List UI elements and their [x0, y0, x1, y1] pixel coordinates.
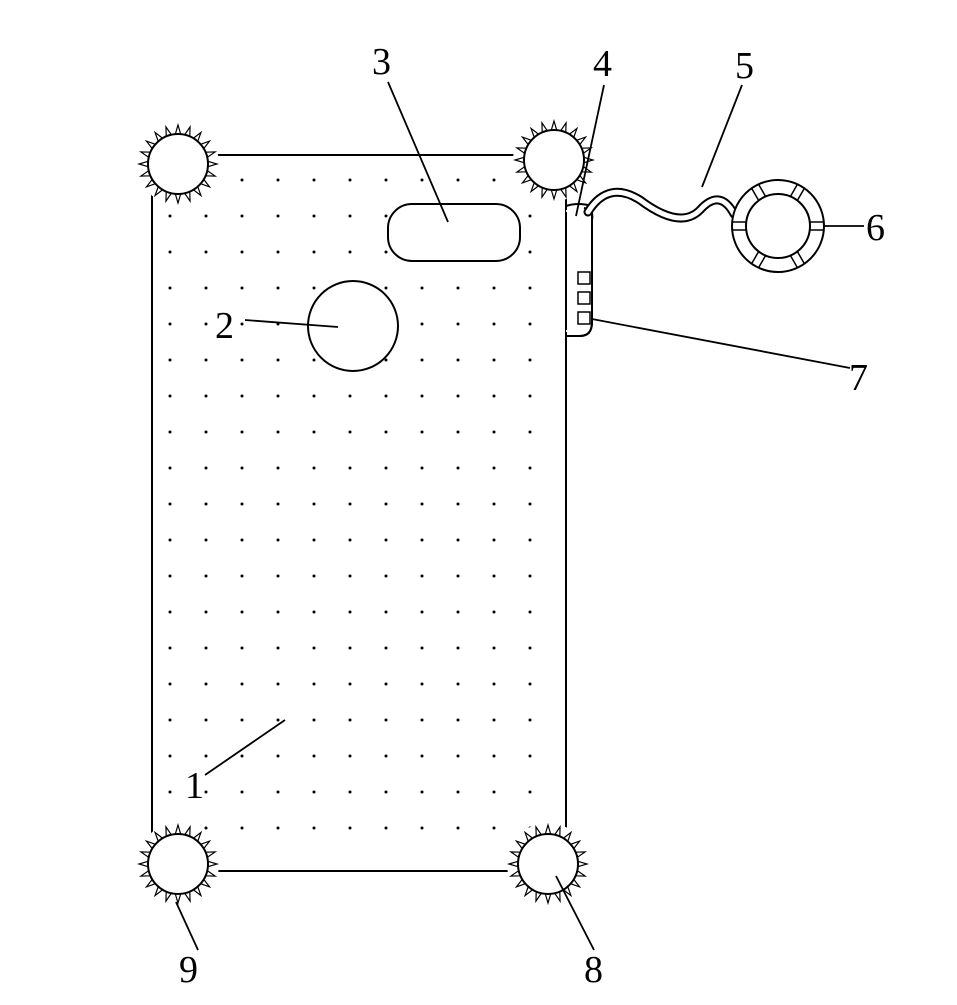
callout-label-7: 7 [849, 357, 868, 399]
callout-label-9: 9 [179, 949, 198, 991]
callout-label-8: 8 [584, 949, 603, 991]
callout-label-3: 3 [372, 41, 391, 83]
callout-label-4: 4 [593, 43, 612, 85]
callout-label-1: 1 [185, 765, 204, 807]
patent-diagram: 1 2 3 4 5 6 7 8 9 [0, 0, 957, 1000]
callout-label-6: 6 [866, 207, 885, 249]
callout-label-5: 5 [735, 45, 754, 87]
callout-label-2: 2 [215, 305, 234, 347]
diagram-svg: 1 2 3 4 5 6 7 8 9 [0, 0, 957, 1000]
